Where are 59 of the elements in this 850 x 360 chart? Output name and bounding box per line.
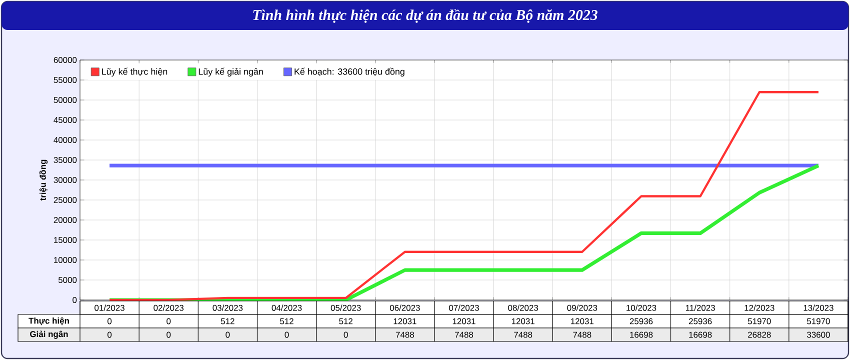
- x-tick-label: 08/2023: [508, 304, 538, 311]
- data-label: 0: [108, 332, 112, 338]
- text: Thực hiện: [28, 317, 69, 326]
- data-label: 33600: [807, 332, 830, 338]
- data-label: 12031: [571, 318, 594, 324]
- y-axis-title: triệu đồng: [39, 160, 48, 201]
- y-tick-label: 0: [72, 297, 77, 303]
- data-label: 26828: [748, 332, 771, 338]
- data-label: 12031: [394, 318, 416, 324]
- y-tick-label: 60000: [54, 57, 77, 63]
- x-tick-label: 06/2023: [390, 304, 420, 311]
- data-label: 512: [339, 318, 352, 324]
- x-tick-label: 11/2023: [686, 304, 715, 311]
- data-label: 25936: [688, 318, 712, 324]
- y-tick-label: 40000: [54, 137, 77, 143]
- x-tick-label: 05/2023: [330, 304, 361, 311]
- y-tick-label: 5000: [58, 277, 77, 283]
- y-tick-label: 55000: [54, 77, 77, 83]
- data-label: 0: [166, 318, 171, 324]
- data-label: 25936: [630, 318, 653, 324]
- data-label: 51970: [748, 318, 771, 324]
- data-label: 7488: [396, 332, 414, 338]
- x-tick-label: 07/2023: [449, 304, 479, 311]
- data-label: 12031: [452, 318, 476, 324]
- x-tick-label: 02/2023: [154, 304, 184, 311]
- data-label: 16698: [630, 332, 653, 338]
- legend-label: Lũy kế thực hiện: [102, 68, 168, 77]
- y-tick-label: 35000: [54, 157, 77, 163]
- y-tick-label: 30000: [54, 177, 77, 183]
- y-tick-label: 45000: [54, 117, 77, 123]
- chart-title: Tình hình thực hiện các dự án đầu tư của Bộ năm 2023: [253, 9, 598, 23]
- data-label: 16698: [689, 332, 712, 338]
- text: Giải ngân: [30, 330, 68, 339]
- data-label: 7488: [573, 332, 592, 338]
- data-label: 0: [284, 332, 289, 338]
- x-tick-label: 09/2023: [567, 304, 598, 311]
- data-label: 512: [280, 318, 294, 324]
- legend-label: Lũy kế giải ngân: [198, 68, 263, 77]
- data-label: 12031: [512, 318, 534, 324]
- data-label: 7488: [455, 332, 474, 338]
- data-label: 51970: [807, 318, 830, 324]
- data-label: 0: [344, 332, 348, 338]
- x-tick-label: 12/2023: [744, 304, 774, 311]
- data-label: 512: [220, 318, 234, 324]
- x-tick-label: 13/2023: [804, 304, 834, 311]
- y-tick-label: 50000: [54, 97, 77, 103]
- x-tick-label: 04/2023: [272, 304, 302, 311]
- x-tick-label: 10/2023: [626, 304, 656, 311]
- data-label: 7488: [514, 332, 532, 338]
- y-tick-label: 10000: [54, 257, 77, 263]
- data-label: 0: [166, 332, 171, 338]
- y-tick-label: 25000: [54, 197, 77, 203]
- legend-label: Kế hoạch: 33600 triệu đồng: [294, 68, 404, 77]
- y-tick-label: 20000: [54, 217, 77, 223]
- data-label: 0: [226, 332, 230, 338]
- data-label: 0: [108, 318, 112, 324]
- x-tick-label: 01/2023: [94, 304, 124, 311]
- y-tick-label: 15000: [54, 237, 77, 243]
- x-tick-label: 03/2023: [212, 304, 243, 311]
